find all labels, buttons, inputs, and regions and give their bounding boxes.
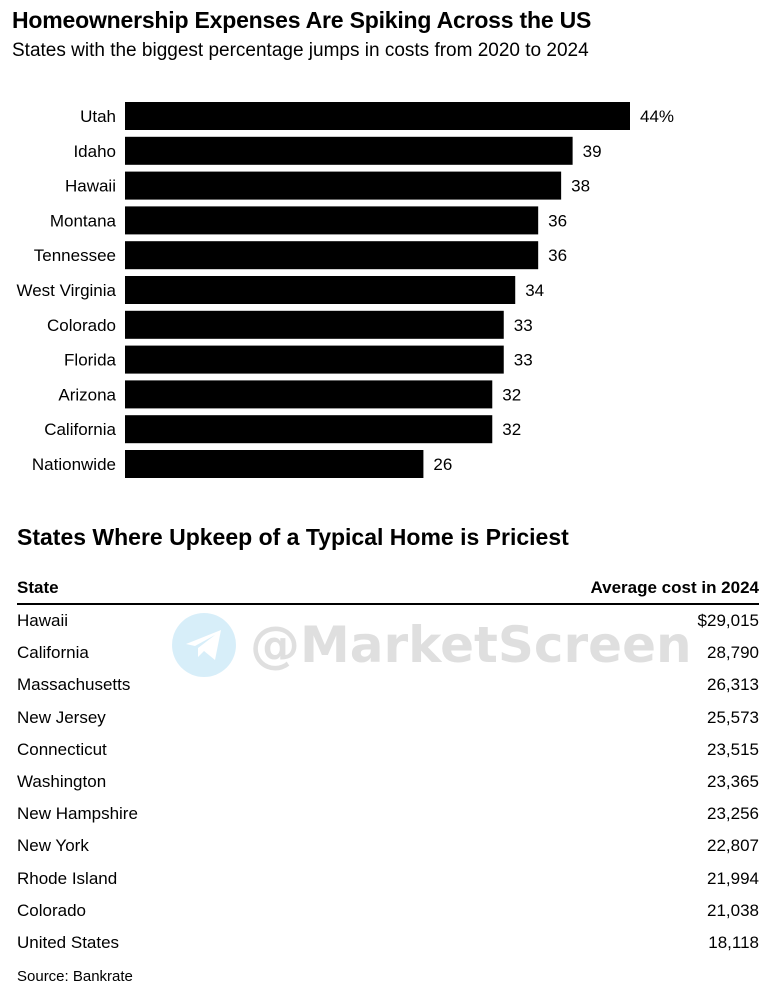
- table-row: Massachusetts 26,313: [17, 669, 759, 701]
- bar: [125, 380, 493, 409]
- value-label: 33: [514, 351, 533, 370]
- bar: [125, 102, 630, 130]
- cost-cell: 23,256: [707, 804, 759, 824]
- value-label: 33: [514, 316, 533, 335]
- table-row: New Jersey 25,573: [17, 702, 759, 734]
- state-cell: Connecticut: [17, 739, 107, 759]
- category-label: Hawaii: [65, 177, 116, 196]
- table-row: New Hampshire 23,256: [17, 798, 759, 830]
- state-cell: Rhode Island: [17, 868, 118, 888]
- value-label: 39: [583, 142, 602, 161]
- cost-cell: 25,573: [707, 707, 759, 727]
- category-label: Colorado: [47, 316, 116, 335]
- category-label: California: [44, 420, 116, 439]
- cost-cell: 18,118: [708, 932, 759, 952]
- cost-cell: 23,515: [707, 739, 759, 759]
- state-cell: New Jersey: [17, 707, 106, 727]
- table-row: United States 18,118: [17, 927, 759, 959]
- state-cell: Massachusetts: [17, 675, 131, 695]
- value-label: 36: [548, 211, 567, 230]
- bar: [125, 415, 493, 444]
- state-cell: New Hampshire: [17, 804, 138, 824]
- state-cell: United States: [17, 932, 120, 952]
- category-label: Tennessee: [34, 246, 116, 265]
- category-label: West Virginia: [16, 281, 116, 300]
- value-label: 26: [433, 455, 452, 474]
- state-cell: Washington: [17, 772, 107, 792]
- cost-cell: 21,038: [707, 900, 759, 920]
- table-row: Colorado 21,038: [17, 895, 759, 927]
- value-label: 32: [502, 385, 521, 404]
- bar: [125, 206, 539, 235]
- table-row: Connecticut 23,515: [17, 734, 759, 766]
- table-row: Washington 23,365: [17, 766, 759, 798]
- chart-title: Homeownership Expenses Are Spiking Acros…: [12, 7, 592, 33]
- bar: [125, 345, 504, 374]
- source-note: Source: Bankrate: [17, 968, 133, 985]
- bar: [125, 241, 539, 270]
- cost-cell: 28,790: [707, 643, 759, 663]
- cost-cell: 23,365: [707, 772, 759, 792]
- value-label: 34: [525, 281, 544, 300]
- cost-cell: 21,994: [707, 868, 759, 888]
- bar: [125, 171, 562, 200]
- category-label: Utah: [80, 107, 116, 126]
- bar-chart: Utah 44% Idaho 39 Hawaii 38 Montana 36 Tennessee…: [16, 102, 674, 478]
- state-cell: Colorado: [17, 900, 86, 920]
- bar: [125, 310, 504, 339]
- category-label: Arizona: [58, 385, 116, 404]
- cost-table: State Average cost in 2024 Hawaii $29,015…: [17, 573, 759, 959]
- table-row: California 28,790: [17, 637, 759, 669]
- bar: [125, 276, 516, 304]
- value-label: 38: [571, 177, 590, 196]
- value-label: 44%: [640, 107, 674, 126]
- category-label: Nationwide: [32, 455, 116, 474]
- column-header-cost: Average cost in 2024: [590, 578, 759, 597]
- state-cell: California: [17, 643, 89, 663]
- category-label: Florida: [64, 351, 117, 370]
- table-row: Rhode Island 21,994: [17, 863, 759, 895]
- table-title: States Where Upkeep of a Typical Home is…: [17, 524, 569, 550]
- table-row: New York 22,807: [17, 830, 759, 862]
- table-body: Hawaii $29,015 California 28,790 Massachuset…: [17, 605, 759, 959]
- state-cell: Hawaii: [17, 611, 69, 631]
- cost-cell: 22,807: [707, 836, 759, 856]
- value-label: 36: [548, 246, 567, 265]
- value-label: 32: [502, 420, 521, 439]
- chart-subtitle: States with the biggest percentage jumps…: [12, 40, 589, 61]
- category-label: Montana: [50, 211, 117, 230]
- cost-cell: $29,015: [697, 611, 759, 631]
- cost-cell: 26,313: [707, 675, 759, 695]
- table-row: Hawaii $29,015: [17, 605, 759, 637]
- bar: [125, 450, 424, 478]
- category-label: Idaho: [73, 142, 116, 161]
- column-header-state: State: [17, 578, 59, 597]
- state-cell: New York: [17, 836, 89, 856]
- bar: [125, 136, 573, 165]
- table-header-row: State Average cost in 2024: [17, 573, 759, 605]
